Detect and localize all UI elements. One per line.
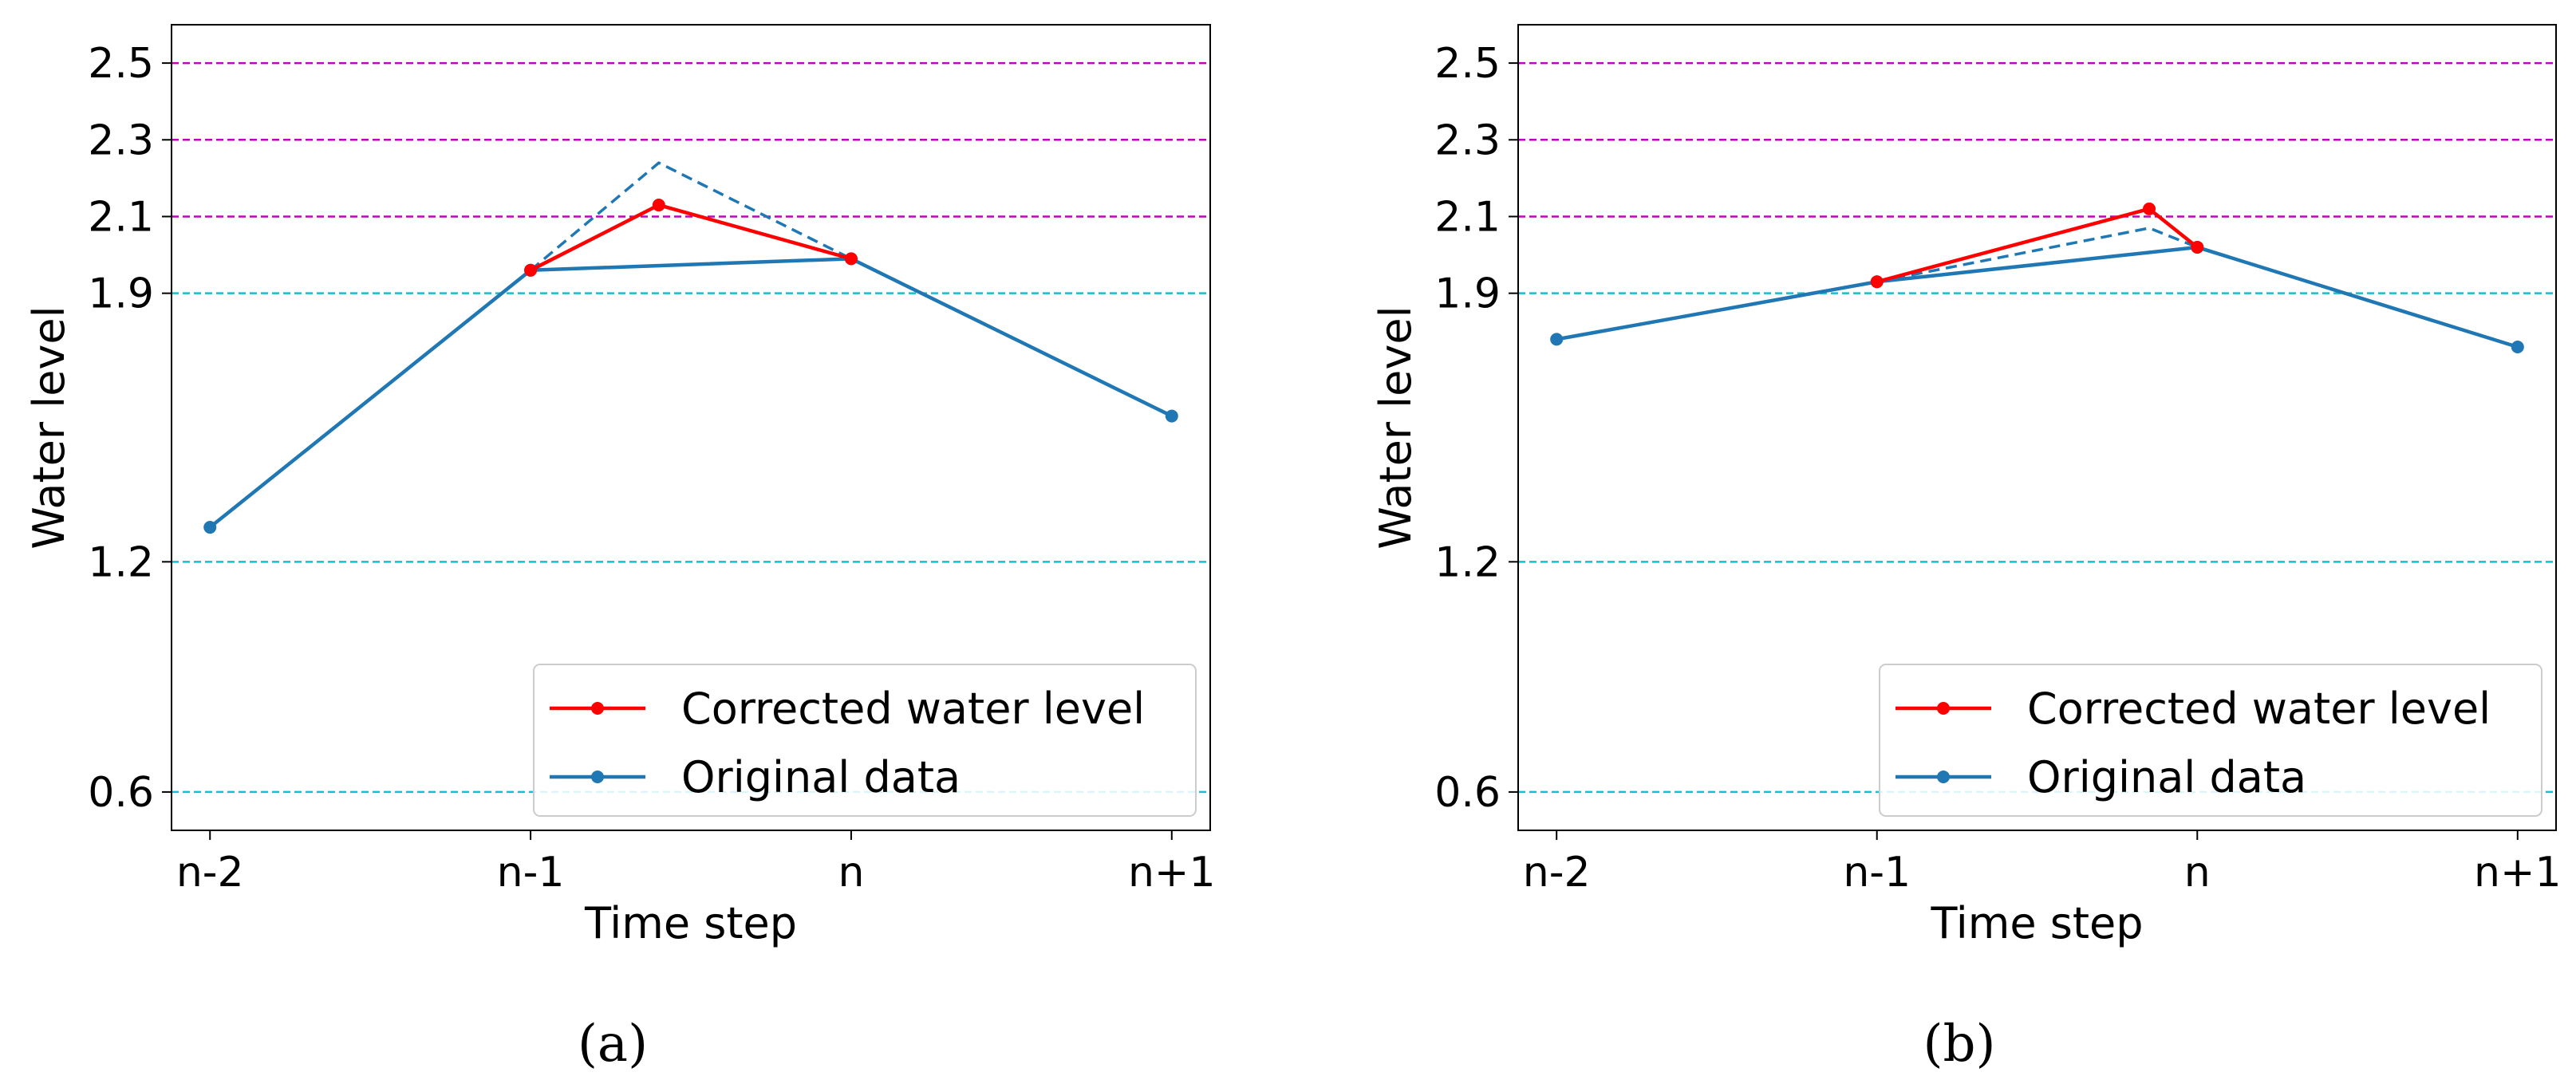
legend-marker bbox=[1937, 771, 1950, 783]
series-line-corrected-water-level bbox=[1876, 207, 2199, 284]
y-tick-label: 2.1 bbox=[88, 193, 154, 241]
y-tick-label: 0.6 bbox=[1434, 769, 1501, 817]
series-line-dashed-estimate bbox=[1876, 227, 2198, 283]
y-tick-label: 2.3 bbox=[88, 116, 154, 164]
data-point-original-data bbox=[1550, 333, 1564, 346]
y-tick-label: 2.3 bbox=[1434, 116, 1501, 164]
legend-marker bbox=[1937, 702, 1950, 715]
data-point-corrected-water-level bbox=[2191, 240, 2204, 254]
data-point-corrected-water-level bbox=[652, 199, 665, 212]
legend-label: Corrected water level bbox=[681, 684, 1145, 734]
plot-frame bbox=[1517, 24, 2557, 831]
series-line-original-data bbox=[1556, 245, 2519, 349]
y-tick-label: 2.1 bbox=[1434, 193, 1501, 241]
data-point-corrected-water-level bbox=[2143, 202, 2156, 215]
x-tick-label: n+1 bbox=[2474, 849, 2562, 897]
legend-box bbox=[1879, 664, 2542, 817]
y-tick-label: 0.6 bbox=[88, 769, 154, 817]
data-point-original-data bbox=[1165, 409, 1178, 423]
legend-label: Corrected water level bbox=[2027, 684, 2491, 734]
series-line-original-data bbox=[208, 257, 1173, 529]
x-axis-label: Time step bbox=[1930, 898, 2143, 948]
x-tick-label: n bbox=[838, 849, 864, 897]
y-tick-label: 1.2 bbox=[88, 538, 154, 586]
x-tick-label: n-1 bbox=[1843, 849, 1911, 897]
legend-box bbox=[533, 664, 1197, 817]
x-axis-label: Time step bbox=[584, 898, 797, 948]
y-tick-label: 1.9 bbox=[88, 270, 154, 318]
legend-label: Original data bbox=[2027, 752, 2306, 802]
series-line-dashed-estimate bbox=[529, 161, 852, 272]
data-point-corrected-water-level bbox=[524, 263, 538, 277]
y-tick-label: 2.5 bbox=[88, 40, 154, 88]
x-tick-label: n-1 bbox=[497, 849, 565, 897]
legend-marker bbox=[591, 702, 604, 715]
y-axis-label: Water level bbox=[1371, 305, 1421, 549]
chart-panel-1: 0.6 1.2 1.9 2.1 2.3 2.5 n-2 n-1 n n+1 Time step Wat… bbox=[1371, 24, 2562, 1074]
data-point-original-data bbox=[2511, 341, 2524, 353]
y-tick-label: 1.2 bbox=[1434, 538, 1501, 586]
x-tick-label: n bbox=[2184, 849, 2211, 897]
y-tick-label: 1.9 bbox=[1434, 270, 1501, 318]
panel-caption: (a) bbox=[578, 1015, 648, 1074]
data-point-original-data bbox=[203, 521, 217, 534]
chart-panel-0: 0.6 1.2 1.9 2.1 2.3 2.5 n-2 n-1 n n+1 Time step Wat… bbox=[24, 24, 1216, 1074]
x-tick-label: n-2 bbox=[1523, 849, 1591, 897]
legend-label: Original data bbox=[681, 752, 961, 802]
y-tick-label: 2.5 bbox=[1434, 40, 1501, 88]
data-point-corrected-water-level bbox=[1870, 275, 1884, 289]
plot-frame bbox=[171, 24, 1211, 831]
legend-marker bbox=[591, 771, 604, 783]
panel-caption: (b) bbox=[1923, 1015, 1996, 1074]
data-point-corrected-water-level bbox=[844, 252, 858, 266]
x-tick-label: n-2 bbox=[176, 849, 244, 897]
x-tick-label: n+1 bbox=[1128, 849, 1216, 897]
y-axis-label: Water level bbox=[24, 305, 74, 549]
